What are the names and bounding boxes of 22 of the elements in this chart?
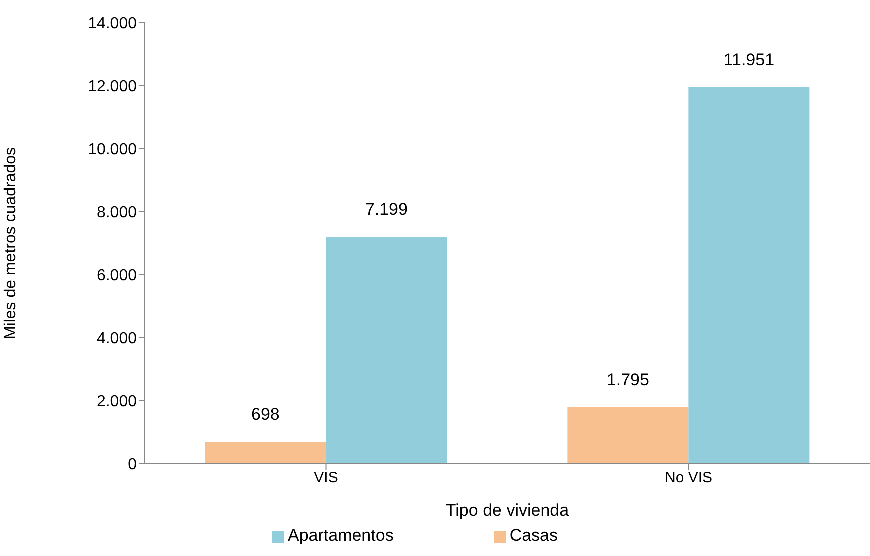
bar [326,237,448,464]
legend-label: Casas [510,526,558,545]
y-axis-title: Miles de metros cuadrados [2,147,20,340]
x-axis-title: Tipo de vivienda [446,501,570,520]
bar [205,442,326,464]
y-tick-label: 10.000 [88,142,138,159]
data-label: 1.795 [606,370,650,390]
bar [688,88,810,464]
data-label: 11.951 [724,50,775,70]
data-label: 7.199 [365,200,408,220]
y-tick-label: 8.000 [96,204,138,222]
bar [568,407,689,464]
y-tick-label: 6.000 [96,268,138,285]
y-tick-label: 14.000 [88,16,138,33]
x-tick-label: VIS [314,470,338,487]
legend-label: Apartamentos [288,526,394,545]
x-tick-label: No VIS [664,470,713,487]
data-label: 698 [251,405,280,424]
y-tick-label: 0 [128,456,138,474]
y-tick-label: 2.000 [96,394,138,411]
y-tick-label: 4.000 [96,330,138,348]
y-tick-label: 12.000 [88,78,138,96]
